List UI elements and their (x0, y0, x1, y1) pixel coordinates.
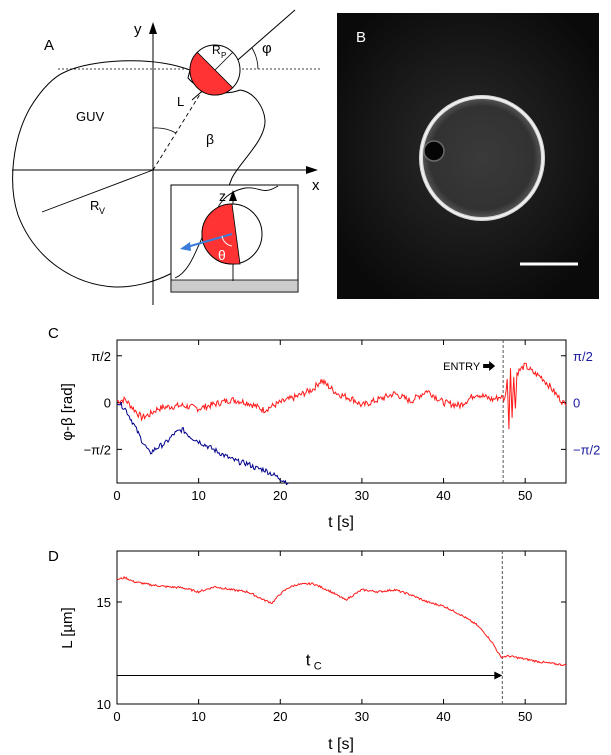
panel-c-label: C (48, 325, 59, 342)
panel-c-plot-frame (116, 339, 567, 484)
panel-d-y-label: L [µm] (59, 607, 76, 648)
y-tick-label-right: 0 (573, 396, 580, 411)
panel-c-x-label: t [s] (328, 514, 354, 531)
x-axis-arrowhead (306, 166, 318, 174)
panel-a-label: A (44, 37, 54, 54)
guv-label: GUV (76, 109, 105, 124)
y-axis-arrowhead (149, 22, 157, 34)
inset-wrapped-region (201, 203, 241, 265)
y-tick-label-right: −π/2 (573, 442, 600, 457)
x-tick-label: 20 (273, 488, 287, 503)
x-tick-label: 10 (191, 709, 205, 724)
y-tick-label: 0 (104, 396, 111, 411)
phi-label: φ (262, 40, 272, 57)
inset: z θ (170, 184, 299, 293)
inset-membrane (174, 185, 279, 279)
panel-d-series (116, 575, 567, 667)
y-tick-label: 15 (97, 595, 111, 610)
y-tick-label: −π/2 (84, 442, 111, 457)
particle-image (423, 140, 445, 162)
length-trace (116, 575, 567, 667)
panel-c-y-label: φ-β [rad] (59, 383, 76, 441)
x-tick-label: 40 (436, 709, 450, 724)
x-tick-label: 20 (273, 709, 287, 724)
tc-subscript: C (314, 660, 322, 672)
panel-c-series (116, 362, 567, 486)
inset-normal-arrowhead (180, 242, 191, 251)
panel-c-y-ticks: π/2 π/2 0 0 −π/2 −π/2 (84, 349, 601, 458)
radius-v-subscript: V (99, 206, 105, 216)
x-tick-label: 30 (355, 488, 369, 503)
particle-wrapped-region (189, 51, 234, 96)
panel-d-x-ticks: 0 10 20 30 40 50 (113, 551, 532, 724)
panel-d-x-label: t [s] (328, 736, 354, 753)
panel-a: A y x GUV R V L β φ R P (12, 9, 322, 305)
beta-arc (152, 127, 177, 134)
panel-c: C 0 10 20 30 40 50 π/2 π/2 0 0 −π/2 −π/2 ENTRY φ-β… (48, 325, 600, 531)
x-tick-label: 30 (355, 709, 369, 724)
y-tick-label: 10 (97, 697, 111, 712)
x-tick-label: 10 (191, 488, 205, 503)
theta-arc (221, 235, 233, 247)
x-tick-label: 50 (518, 709, 532, 724)
x-tick-label: 40 (436, 488, 450, 503)
y-axis-label: y (134, 21, 142, 38)
x-tick-label: 0 (113, 488, 120, 503)
vesicle-rim (420, 96, 544, 220)
x-tick-label: 0 (113, 709, 120, 724)
x-tick-label: 50 (518, 488, 532, 503)
inset-normal-vector (186, 233, 233, 248)
entry-annotation: ENTRY (443, 361, 481, 373)
theta-label: θ (218, 247, 226, 263)
radius-v-line (41, 169, 154, 213)
phi-arc (251, 47, 259, 70)
theta-trace (116, 401, 289, 486)
beta-label: β (206, 131, 214, 147)
inset-z-arrowhead (229, 190, 237, 201)
tc-label: t (306, 650, 311, 669)
radius-p-label: R (212, 43, 221, 57)
panel-d-y-ticks: 10 15 (97, 595, 566, 712)
inset-z-label: z (219, 188, 226, 204)
y-tick-label-right: π/2 (573, 349, 593, 364)
x-axis-label: x (312, 177, 320, 194)
y-tick-label: π/2 (91, 349, 111, 364)
inset-substrate (170, 279, 299, 293)
panel-b: B (337, 13, 599, 299)
phi-minus-beta-trace (116, 362, 567, 430)
radius-v-label: R (90, 198, 99, 213)
radius-p-line (214, 51, 234, 71)
tc-arrowhead-icon (494, 671, 503, 680)
panel-d-label: D (48, 548, 59, 565)
panel-d-plot-frame (116, 550, 567, 705)
panel-c-x-ticks: 0 10 20 30 40 50 (113, 340, 532, 503)
panel-b-label: B (356, 29, 366, 46)
radius-p-subscript: P (221, 51, 226, 60)
entry-arrow-icon (483, 361, 496, 371)
length-label: L (177, 94, 184, 109)
